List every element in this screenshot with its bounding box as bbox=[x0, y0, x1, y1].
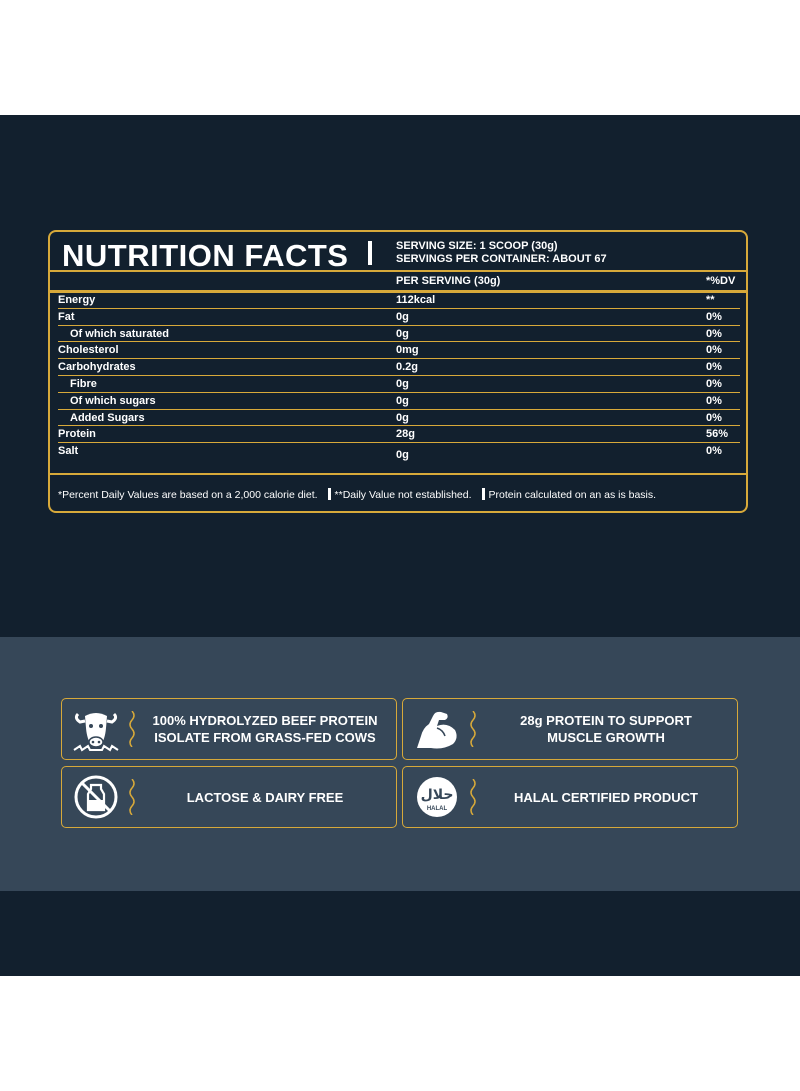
nutrient-value: 0mg bbox=[396, 344, 419, 357]
per-serving-header: PER SERVING (30g) bbox=[396, 275, 501, 287]
header-divider bbox=[50, 270, 746, 272]
serving-info: SERVING SIZE: 1 SCOOP (30g) SERVINGS PER… bbox=[396, 240, 607, 266]
nutrient-dv: ** bbox=[706, 294, 715, 306]
dv-header: *%DV bbox=[706, 275, 736, 287]
feature-card-protein-muscle: 28g PROTEIN TO SUPPORT MUSCLE GROWTH bbox=[402, 698, 738, 760]
nutrient-value: 0g bbox=[396, 411, 409, 424]
column-header-divider bbox=[50, 290, 746, 293]
footer-divider bbox=[50, 473, 746, 475]
feature-card-lactose-free: LACTOSE & DAIRY FREE bbox=[61, 766, 397, 828]
nutrient-name: Salt bbox=[58, 445, 79, 458]
footnotes: *Percent Daily Values are based on a 2,0… bbox=[58, 488, 656, 501]
feature-line-2: MUSCLE GROWTH bbox=[547, 730, 665, 745]
nutrient-name: Of which sugars bbox=[70, 394, 156, 407]
footnote-protein-basis: Protein calculated on an as is basis. bbox=[488, 489, 657, 501]
table-row: Fibre 0g 0% bbox=[58, 376, 740, 393]
nutrient-dv: 0% bbox=[706, 411, 722, 424]
feature-text: 28g PROTEIN TO SUPPORT MUSCLE GROWTH bbox=[483, 699, 729, 759]
table-row: Of which saturated 0g 0% bbox=[58, 326, 740, 343]
nutrient-value: 0.2g bbox=[396, 361, 419, 374]
feature-text: LACTOSE & DAIRY FREE bbox=[142, 767, 388, 827]
feature-line-1: 100% HYDROLYZED BEEF PROTEIN bbox=[152, 713, 378, 728]
no-milk-icon bbox=[72, 774, 120, 820]
serving-size: SERVING SIZE: 1 SCOOP (30g) bbox=[396, 240, 558, 252]
nutrition-facts-panel: NUTRITION FACTS SERVING SIZE: 1 SCOOP (3… bbox=[48, 230, 748, 513]
nutrient-value: 0g bbox=[396, 327, 409, 340]
feature-line-1: HALAL CERTIFIED PRODUCT bbox=[514, 789, 698, 805]
nutrient-dv: 56% bbox=[706, 428, 729, 441]
wavy-divider bbox=[470, 779, 476, 815]
nutrient-value: 0g bbox=[396, 377, 409, 390]
nutrient-name: Of which saturated bbox=[70, 327, 170, 340]
nutrient-dv: 0% bbox=[706, 344, 722, 357]
feature-line-1: 28g PROTEIN TO SUPPORT bbox=[520, 713, 692, 728]
nutrient-name: Carbohydrates bbox=[58, 361, 136, 374]
nutrient-name: Energy bbox=[58, 294, 96, 306]
feature-card-beef-protein: 100% HYDROLYZED BEEF PROTEIN ISOLATE FROM… bbox=[61, 698, 397, 760]
table-row: Carbohydrates 0.2g 0% bbox=[58, 359, 740, 376]
cow-icon bbox=[72, 706, 120, 752]
footnote-dv: *Percent Daily Values are based on a 2,0… bbox=[58, 489, 318, 501]
nutrient-name: Fibre bbox=[70, 377, 97, 390]
table-row: Protein 28g 56% bbox=[58, 426, 740, 444]
nutrient-value: 112kcal bbox=[396, 294, 436, 306]
table-row: Energy 112kcal ** bbox=[58, 292, 740, 309]
nutrient-name: Fat bbox=[58, 310, 75, 323]
footnote-divider bbox=[327, 488, 331, 500]
feature-text: 100% HYDROLYZED BEEF PROTEIN ISOLATE FROM… bbox=[142, 699, 388, 759]
table-row: Added Sugars 0g 0% bbox=[58, 410, 740, 427]
servings-per-container: SERVINGS PER CONTAINER: ABOUT 67 bbox=[396, 253, 607, 265]
nutrient-value: 0g bbox=[396, 394, 409, 407]
nutrient-name: Protein bbox=[58, 428, 96, 441]
nutrient-dv: 0% bbox=[706, 310, 722, 323]
bottom-band bbox=[0, 891, 800, 976]
nutrient-dv: 0% bbox=[706, 327, 722, 340]
nutrient-dv: 0% bbox=[706, 361, 722, 374]
halal-arabic-text: حلال bbox=[421, 787, 454, 803]
nutrient-dv: 0% bbox=[706, 377, 722, 390]
wavy-divider bbox=[470, 711, 476, 747]
halal-label-text: HALAL bbox=[427, 806, 448, 812]
wavy-divider bbox=[129, 779, 135, 815]
wavy-divider bbox=[129, 711, 135, 747]
feature-card-halal: حلال HALAL HALAL CERTIFIED PRODUCT bbox=[402, 766, 738, 828]
nutrition-section-background bbox=[0, 115, 800, 637]
nutrient-dv: 0% bbox=[706, 394, 722, 407]
footnote-not-established: **Daily Value not established. bbox=[334, 489, 472, 501]
table-row: Salt 0g 0% bbox=[58, 443, 740, 465]
table-row: Fat 0g 0% bbox=[58, 309, 740, 326]
feature-line-1: LACTOSE & DAIRY FREE bbox=[186, 789, 344, 805]
nutrient-value: 0g bbox=[396, 449, 409, 462]
nutrient-value: 28g bbox=[396, 428, 415, 441]
nutrition-facts-title: NUTRITION FACTS bbox=[62, 238, 349, 273]
flexed-arm-icon bbox=[413, 706, 461, 752]
halal-badge-icon: حلال HALAL bbox=[413, 774, 461, 820]
features-section-background bbox=[0, 637, 800, 891]
footnote-divider bbox=[481, 488, 485, 500]
nutrient-dv: 0% bbox=[706, 445, 722, 458]
feature-text: HALAL CERTIFIED PRODUCT bbox=[483, 767, 729, 827]
feature-line-2: ISOLATE FROM GRASS-FED COWS bbox=[154, 730, 376, 745]
nutrient-name: Added Sugars bbox=[70, 411, 145, 424]
nutrient-value: 0g bbox=[396, 310, 409, 323]
nutrient-name: Cholesterol bbox=[58, 344, 119, 357]
title-divider bbox=[368, 241, 372, 265]
nutrient-table: Energy 112kcal ** Fat 0g 0% Of which sat… bbox=[58, 292, 740, 465]
table-row: Cholesterol 0mg 0% bbox=[58, 342, 740, 360]
table-row: Of which sugars 0g 0% bbox=[58, 393, 740, 410]
